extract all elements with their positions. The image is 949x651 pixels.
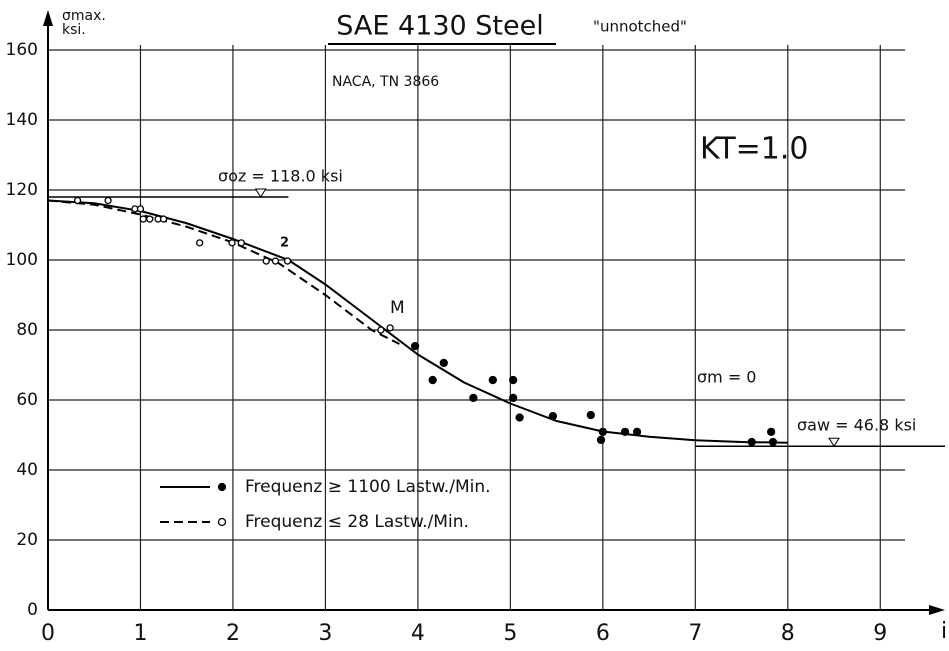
data-point: [283, 257, 292, 265]
reference-marker: [254, 188, 267, 198]
x-tick-label: 3: [318, 621, 332, 646]
x-tick-label: 9: [873, 621, 887, 646]
data-point: [262, 257, 270, 265]
data-point: [596, 435, 606, 445]
x-tick-label: 2: [226, 621, 240, 646]
y-axis-label: ksi.: [62, 22, 86, 38]
y-tick-label: 160: [6, 40, 38, 60]
reference-marker: [828, 437, 840, 448]
data-point: [139, 215, 147, 223]
chart-subtitle: "unnotched": [593, 18, 687, 36]
data-point: [136, 205, 145, 213]
x-tick-label: 7: [688, 621, 702, 646]
data-point: [196, 239, 204, 247]
x-axis-label: i: [941, 619, 947, 644]
annotation: σm = 0: [697, 368, 756, 387]
reference-label: σaw = 46.8 ksi: [797, 416, 916, 435]
legend-label: Frequenz ≤ 28 Lastw./Min.: [245, 512, 469, 532]
y-tick-label: 20: [16, 530, 38, 550]
data-point: [439, 358, 448, 368]
y-tick-label: 60: [16, 390, 38, 410]
data-point: [73, 196, 82, 205]
data-point: [508, 375, 518, 385]
y-tick-label: 80: [16, 320, 38, 340]
chart-title: SAE 4130 Steel: [336, 11, 544, 42]
y-tick-label: 120: [6, 180, 38, 200]
x-tick-label: 5: [503, 621, 517, 646]
data-point: [586, 410, 595, 420]
data-point: [146, 215, 154, 223]
y-tick-label: 100: [6, 250, 38, 270]
data-point: [548, 411, 558, 421]
x-tick-label: 1: [133, 621, 147, 646]
fit-curve: [47, 199, 400, 345]
reference-label: σoz = 118.0 ksi: [218, 167, 343, 186]
data-point: [508, 393, 518, 403]
data-point: [377, 326, 385, 334]
legend-marker: [217, 517, 227, 527]
data-point: [515, 413, 524, 422]
x-axis-arrow: [929, 605, 945, 615]
source-note: NACA, TN 3866: [332, 74, 439, 90]
y-axis-arrow: [43, 10, 53, 26]
y-tick-label: 140: [6, 110, 38, 130]
data-point: [237, 239, 245, 247]
data-point: [104, 196, 112, 205]
data-point: [620, 427, 630, 437]
legend-marker: [217, 482, 227, 492]
data-point: [410, 341, 420, 351]
data-point: [632, 427, 642, 437]
x-tick-label: 4: [411, 621, 425, 646]
y-tick-label: 0: [27, 600, 38, 620]
data-point: [159, 215, 168, 223]
data-point: [228, 239, 236, 247]
data-point: [271, 257, 280, 265]
fit-curve: [47, 199, 788, 444]
data-point: [766, 427, 776, 437]
y-tick-label: 40: [16, 460, 38, 480]
x-tick-label: 8: [781, 621, 795, 646]
y-axis-label: σmax.: [62, 8, 106, 24]
x-tick-label: 0: [41, 621, 55, 646]
data-point: [469, 393, 478, 403]
data-point: [386, 324, 394, 332]
data-point: [747, 437, 756, 447]
annotation: M: [390, 298, 405, 318]
annotation: 2: [280, 236, 289, 251]
data-point: [488, 375, 497, 385]
x-tick-label: 6: [596, 621, 610, 646]
data-point: [428, 375, 437, 385]
data-point: [768, 437, 778, 447]
legend-label: Frequenz ≥ 1100 Lastw./Min.: [245, 477, 491, 497]
annotation: KT=1.0: [700, 132, 809, 167]
data-point: [598, 427, 607, 437]
